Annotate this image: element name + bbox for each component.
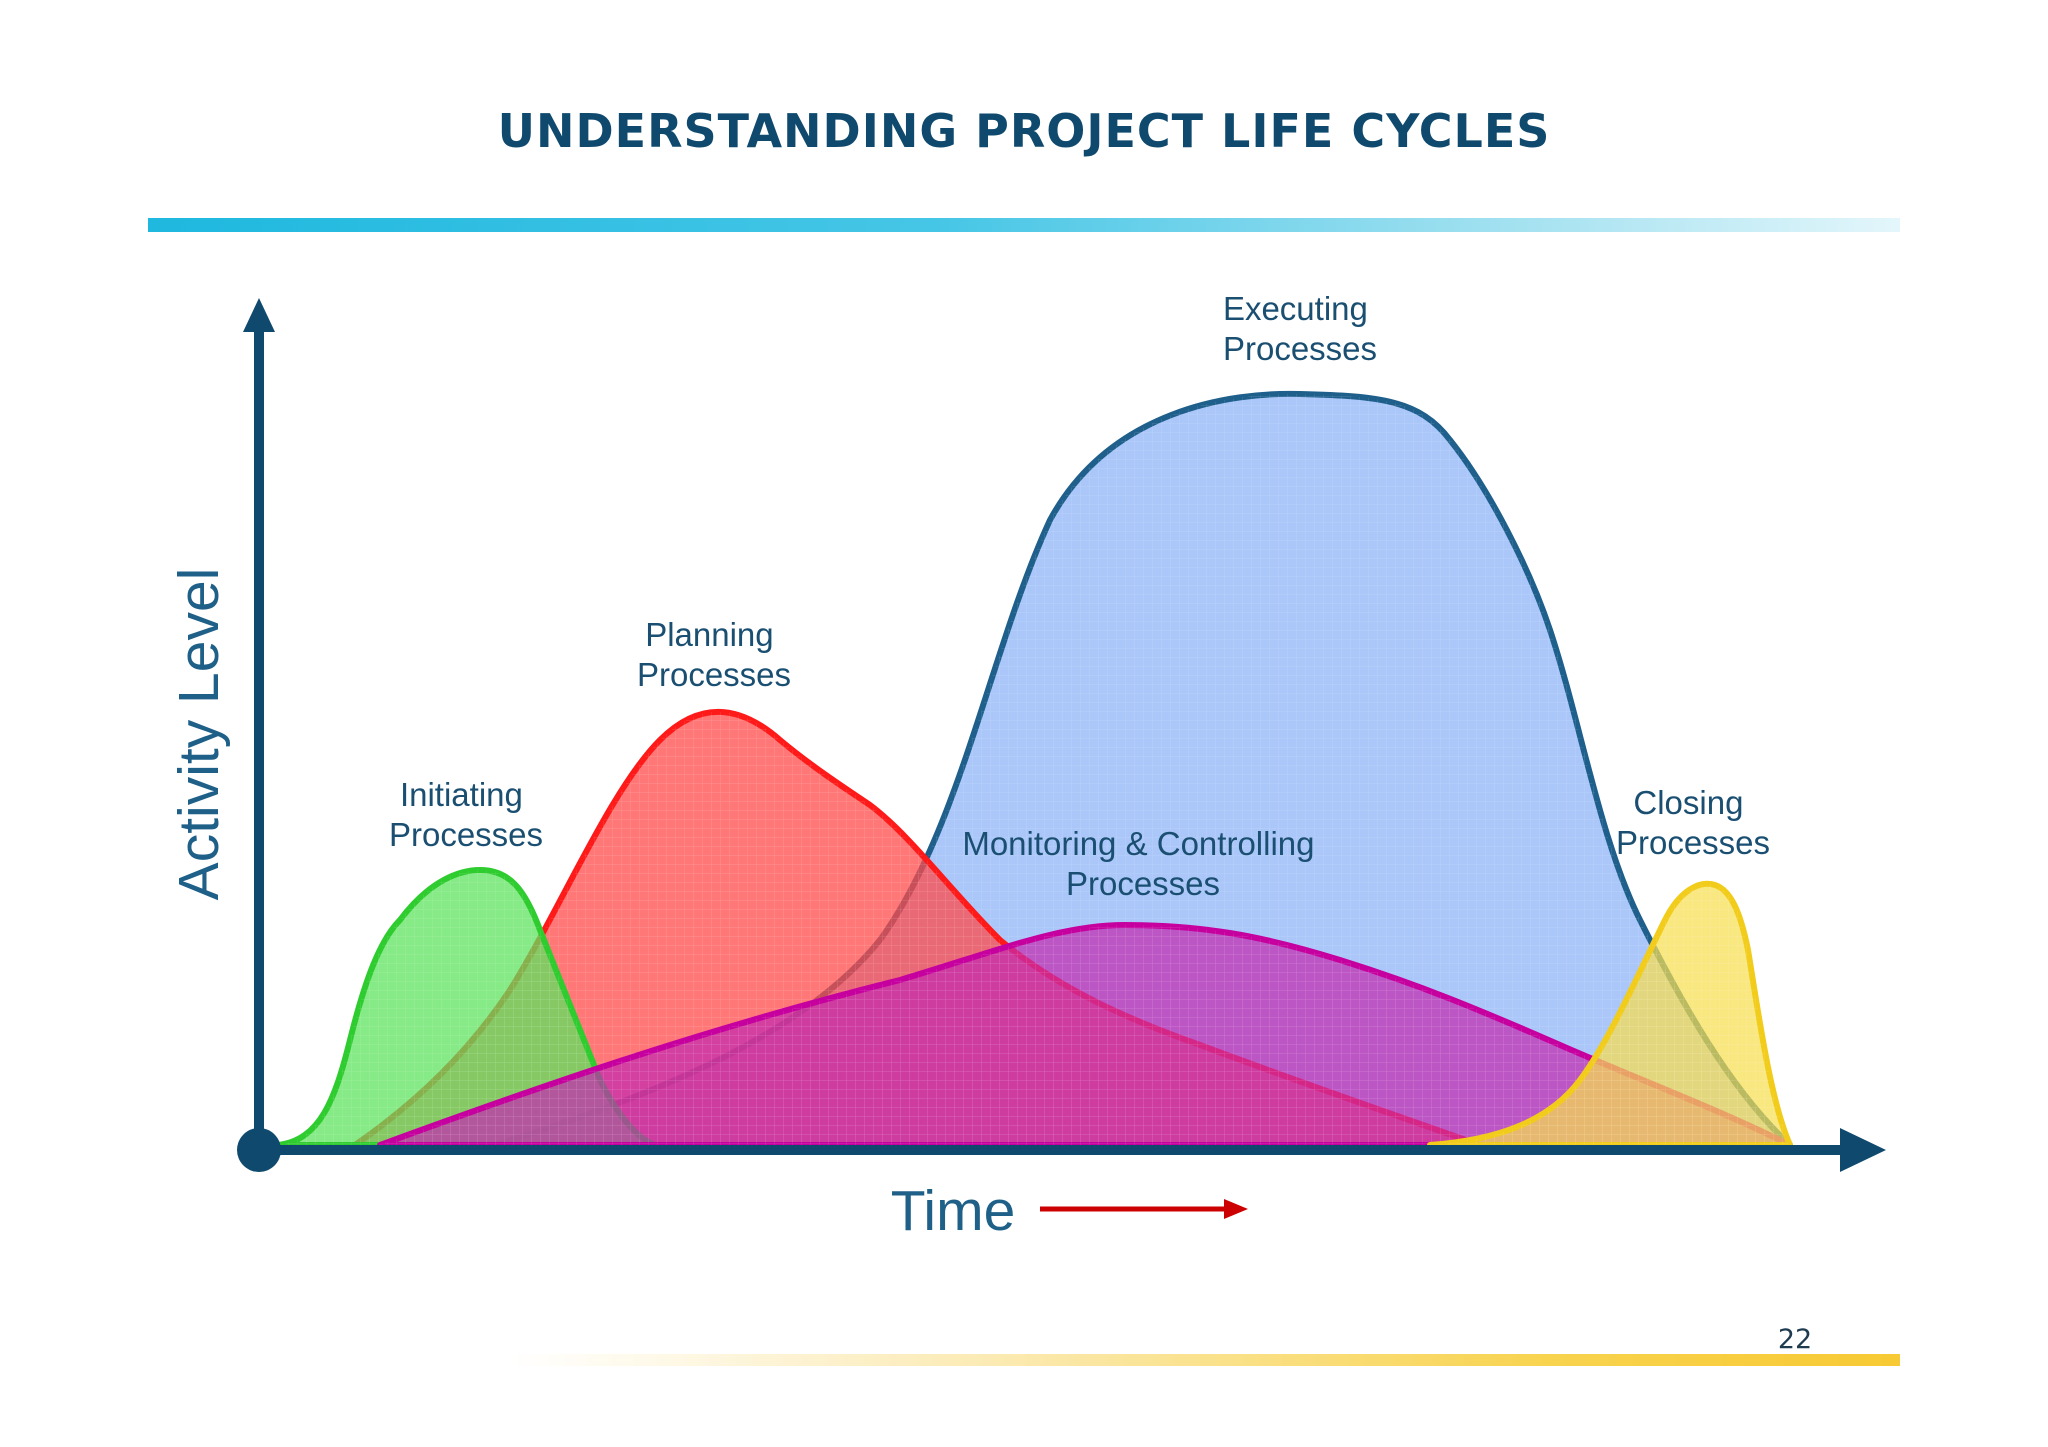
closing-label-line-1: Closing xyxy=(1633,784,1743,821)
y-axis xyxy=(243,298,275,1150)
time-arrow xyxy=(1040,1199,1248,1219)
monitoring-label-line-1: Monitoring & Controlling xyxy=(962,825,1314,862)
page-number: 22 xyxy=(1777,1324,1813,1355)
closing-label-line-2: Processes xyxy=(1616,824,1770,861)
initiating-label-line-2: Processes xyxy=(389,816,543,853)
planning-label-line-1: Planning xyxy=(645,616,773,653)
y-axis-arrowhead xyxy=(243,298,275,332)
top-divider xyxy=(148,218,1900,232)
x-axis-arrowhead xyxy=(1840,1128,1886,1172)
executing-label-line-1: Executing xyxy=(1223,290,1368,327)
initiating-label-line-1: Initiating xyxy=(400,776,523,813)
closing-curve xyxy=(1427,880,1793,1148)
monitoring-curve xyxy=(377,922,1793,1148)
slide-title: UNDERSTANDING PROJECT LIFE CYCLES xyxy=(497,104,1551,158)
planning-label-line-2: Processes xyxy=(637,656,791,693)
monitoring-label: Monitoring & Controlling Processes xyxy=(962,825,1323,902)
y-axis-label: Activity Level xyxy=(167,568,231,901)
initiating-label: Initiating Processes xyxy=(389,776,543,853)
executing-label: Executing Processes xyxy=(1223,290,1377,367)
monitoring-label-line-2: Processes xyxy=(1066,865,1220,902)
executing-label-line-2: Processes xyxy=(1223,330,1377,367)
planning-label: Planning Processes xyxy=(637,616,791,693)
bottom-divider xyxy=(510,1354,1900,1366)
closing-label: Closing Processes xyxy=(1616,784,1770,861)
x-axis-label: Time xyxy=(891,1179,1016,1243)
x-axis xyxy=(259,1128,1886,1172)
axis-origin-dot xyxy=(237,1128,281,1172)
